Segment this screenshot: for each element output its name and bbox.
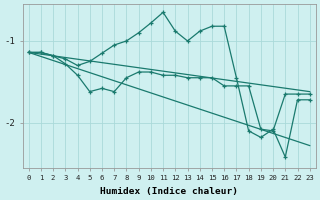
X-axis label: Humidex (Indice chaleur): Humidex (Indice chaleur)	[100, 187, 238, 196]
